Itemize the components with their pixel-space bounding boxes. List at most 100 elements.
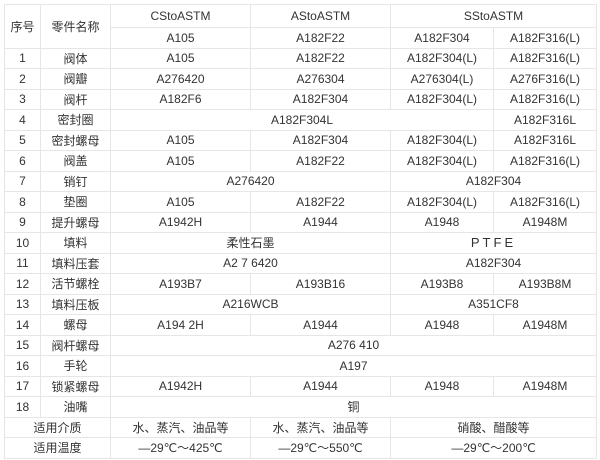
table-row: 7 销钉 A276420 A182F304	[4, 170, 598, 192]
header-part: 零件名称	[40, 4, 111, 49]
material-cell: A182F316(L)	[492, 47, 598, 69]
material-cell: A1942H	[110, 211, 251, 233]
material-cell: A1948M	[492, 314, 598, 336]
row-no: 3	[4, 88, 41, 110]
material-cell: A182F304(L)	[390, 88, 494, 110]
material-cell: A276 410	[109, 334, 598, 356]
row-no: 4	[4, 109, 41, 131]
material-cell: A105	[110, 129, 251, 151]
part-name: 销钉	[40, 170, 111, 192]
material-cell: A2 7 6420	[110, 252, 391, 274]
part-name: 垫圈	[40, 191, 111, 213]
table-row: 16 手轮 A197	[4, 355, 598, 377]
material-cell: A194 2H	[110, 314, 251, 336]
table-row: 2 阀瓣 A276420 A276304 A276304(L) A276F316(L)	[4, 68, 598, 90]
material-cell: A105	[110, 191, 251, 213]
table-row: 15 阀杆螺母 A276 410	[4, 334, 598, 356]
material-cell: 柔性石墨	[110, 232, 391, 254]
media-label: 适用介质	[4, 416, 111, 438]
row-no: 18	[4, 396, 41, 418]
part-name: 阀瓣	[40, 68, 111, 90]
media-as: 水、蒸汽、油品等	[250, 416, 391, 438]
material-cell: A1944	[250, 375, 391, 397]
material-cell: A182F6	[110, 88, 251, 110]
part-name: 密封圈	[40, 109, 111, 131]
row-no: 1	[4, 47, 41, 69]
part-name: 活节螺栓	[40, 273, 111, 295]
part-name: 填料压套	[40, 252, 111, 274]
material-cell: 铜	[109, 396, 598, 418]
header-sub: A182F316(L)	[492, 27, 598, 49]
media-ss: 硝酸、醋酸等	[389, 416, 598, 438]
media-cs: 水、蒸汽、油品等	[110, 416, 251, 438]
table-row: 6 阀盖 A105 A182F22 A182F304(L) A182F316(L)	[4, 150, 598, 172]
material-cell: A1948	[390, 375, 494, 397]
material-cell: A193B8	[390, 273, 494, 295]
table-row: 4 密封圈 A182F304L A182F316L	[4, 109, 598, 131]
material-cell: A1948	[390, 211, 494, 233]
material-cell: A276304	[250, 68, 391, 90]
material-cell: A216WCB	[110, 293, 391, 315]
row-no: 17	[4, 375, 41, 397]
part-name: 提升螺母	[40, 211, 111, 233]
table-row: 9 提升螺母 A1942H A1944 A1948 A1948M	[4, 211, 598, 233]
material-cell: A1948M	[492, 375, 598, 397]
part-name: 阀杆	[40, 88, 111, 110]
material-cell: A182F304L	[110, 109, 494, 131]
material-cell: PTFE	[389, 232, 598, 254]
temp-as: —29℃～550℃	[250, 437, 391, 459]
material-cell: A182F304(L)	[390, 129, 494, 151]
row-no: 5	[4, 129, 41, 151]
material-cell: A1944	[250, 211, 391, 233]
material-cell: A276420	[110, 170, 391, 192]
part-name: 手轮	[40, 355, 111, 377]
temp-cs: —29℃～425℃	[110, 437, 251, 459]
row-no: 14	[4, 314, 41, 336]
table-row: 5 密封螺母 A105 A182F304 A182F304(L) A182F316L	[4, 129, 598, 151]
material-cell: A182F304(L)	[390, 47, 494, 69]
table-row: 18 油嘴铜	[4, 396, 598, 418]
table-row: 10 填料 柔性石墨 PTFE	[4, 232, 598, 254]
part-name: 油嘴	[40, 396, 111, 418]
table-row: 8 垫圈 A105 A182F22 A182F304(L) A182F316(L)	[4, 191, 598, 213]
material-cell: A193B7	[110, 273, 251, 295]
media-row: 适用介质 水、蒸汽、油品等 水、蒸汽、油品等 硝酸、醋酸等	[4, 416, 598, 438]
material-cell: A1944	[250, 314, 391, 336]
row-no: 7	[4, 170, 41, 192]
material-cell: A182F316(L)	[492, 191, 598, 213]
table-row: 17 锁紧螺母 A1942H A1944 A1948 A1948M	[4, 375, 598, 397]
material-cell: A182F316(L)	[492, 150, 598, 172]
material-cell: A182F304	[389, 170, 598, 192]
material-cell: A182F304(L)	[390, 150, 494, 172]
table-row: 13 填料压板 A216WCB A351CF8	[4, 293, 598, 315]
material-cell: A182F304(L)	[390, 191, 494, 213]
material-cell: A1942H	[110, 375, 251, 397]
header-no: 序号	[4, 4, 41, 49]
row-no: 2	[4, 68, 41, 90]
table-row: 14 螺母 A194 2H A1944 A1948 A1948M	[4, 314, 598, 336]
header-as: AStoASTM	[250, 4, 391, 28]
material-cell: A1948	[390, 314, 494, 336]
part-name: 阀体	[40, 47, 111, 69]
material-cell: A182F316L	[492, 109, 598, 131]
material-cell: A182F22	[250, 150, 391, 172]
part-name: 锁紧螺母	[40, 375, 111, 397]
table-row: 3 阀杆 A182F6 A182F304 A182F304(L) A182F316(L)	[4, 88, 598, 110]
row-no: 15	[4, 334, 41, 356]
table-row: 12 活节螺栓 A193B7 A193B16 A193B8 A193B8M	[4, 273, 598, 295]
part-name: 填料压板	[40, 293, 111, 315]
material-cell: A1948M	[492, 211, 598, 233]
row-no: 8	[4, 191, 41, 213]
header-sub: A182F22	[250, 27, 391, 49]
row-no: 9	[4, 211, 41, 233]
material-cell: A193B16	[250, 273, 391, 295]
material-cell: A276F316(L)	[492, 68, 598, 90]
material-cell: A182F22	[250, 191, 391, 213]
header-sub: A182F304	[390, 27, 494, 49]
row-no: 16	[4, 355, 41, 377]
part-name: 阀杆螺母	[40, 334, 111, 356]
header-ss: SStoASTM	[389, 4, 598, 28]
material-cell: A182F316(L)	[492, 88, 598, 110]
temp-label: 适用温度	[4, 437, 111, 459]
material-cell: A276420	[110, 68, 251, 90]
